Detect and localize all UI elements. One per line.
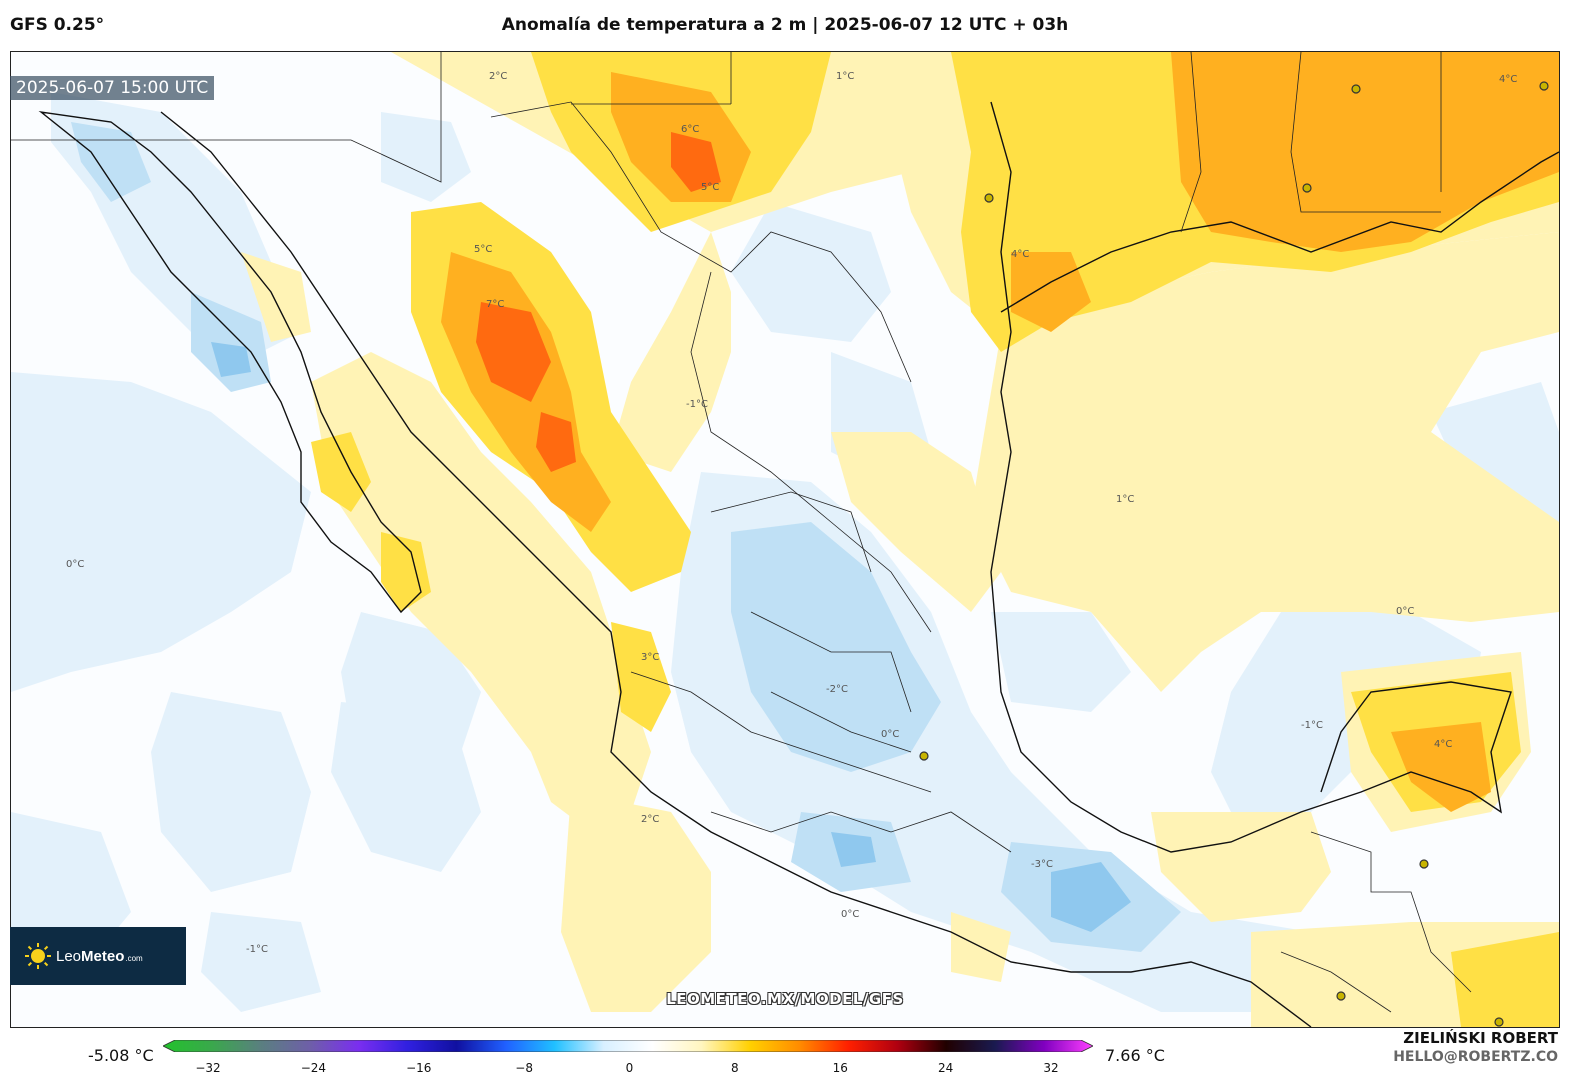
colorbar-tick-label: −8: [515, 1061, 533, 1075]
svg-text:-1°C: -1°C: [246, 944, 268, 955]
svg-text:5°C: 5°C: [701, 182, 719, 193]
svg-text:-3°C: -3°C: [1031, 859, 1053, 870]
colorbar-tick-label: 32: [1043, 1061, 1059, 1075]
colorbar-tick-label: 0: [625, 1061, 634, 1075]
logo-text: LeoMeteo.com: [56, 947, 143, 965]
colorbar: [163, 1040, 1093, 1052]
colorbar-tick-label: 24: [937, 1061, 954, 1075]
website-url[interactable]: LEOMETEO.MX/MODEL/GFS: [666, 990, 904, 1008]
colorbar-gradient: [163, 1040, 1093, 1052]
svg-text:7°C: 7°C: [486, 299, 504, 310]
positive-anomaly-extreme: [476, 132, 721, 472]
svg-text:3°C: 3°C: [641, 652, 659, 663]
coastlines: [38, 101, 1559, 1027]
valid-time-label: 2025-06-07 15:00 UTC: [10, 76, 215, 100]
author-credit: ZIELIŃSKI ROBERT: [1403, 1029, 1558, 1047]
svg-text:0°C: 0°C: [841, 909, 859, 920]
svg-text:2°C: 2°C: [489, 71, 507, 82]
svg-text:1°C: 1°C: [836, 71, 854, 82]
model-label: GFS 0.25°: [10, 15, 105, 35]
svg-text:6°C: 6°C: [681, 124, 699, 135]
svg-text:5°C: 5°C: [474, 244, 492, 255]
colorbar-tick-label: −32: [195, 1061, 221, 1075]
temperature-anomaly-map: 0°C 0°C 0°C 0°C 1°C 1°C 2°C 2°C 3°C 4°C …: [11, 52, 1559, 1027]
svg-text:0°C: 0°C: [1396, 606, 1414, 617]
author-email[interactable]: HELLO@ROBERTZ.CO: [1393, 1049, 1558, 1065]
negative-anomaly-strong: [211, 342, 1131, 932]
svg-text:-2°C: -2°C: [826, 684, 848, 695]
svg-text:0°C: 0°C: [66, 559, 84, 570]
state-borders: [11, 52, 1472, 1013]
svg-text:0°C: 0°C: [881, 729, 899, 740]
svg-text:-1°C: -1°C: [1301, 720, 1323, 731]
colorbar-min-label: -5.08 °C: [88, 1046, 154, 1065]
svg-text:4°C: 4°C: [1434, 739, 1452, 750]
colorbar-tick-label: 16: [832, 1061, 848, 1075]
colorbar-tick-label: 8: [731, 1061, 739, 1075]
contour-labels: 0°C 0°C 0°C 0°C 1°C 1°C 2°C 2°C 3°C 4°C …: [66, 71, 1517, 955]
svg-text:-1°C: -1°C: [686, 399, 708, 410]
colorbar-max-label: 7.66 °C: [1105, 1046, 1165, 1065]
leometeo-logo[interactable]: LeoMeteo.com: [10, 927, 186, 985]
city-markers: [919, 81, 1549, 1027]
colorbar-tick-label: −16: [406, 1061, 432, 1075]
map-area[interactable]: 0°C 0°C 0°C 0°C 1°C 1°C 2°C 2°C 3°C 4°C …: [10, 51, 1560, 1028]
svg-text:4°C: 4°C: [1499, 74, 1517, 85]
sun-icon: [25, 943, 51, 969]
map-title: Anomalía de temperatura a 2 m | 2025-06-…: [501, 15, 1069, 35]
svg-text:1°C: 1°C: [1116, 494, 1134, 505]
svg-text:4°C: 4°C: [1011, 249, 1029, 260]
svg-text:2°C: 2°C: [641, 814, 659, 825]
colorbar-tick-label: −24: [300, 1061, 327, 1075]
